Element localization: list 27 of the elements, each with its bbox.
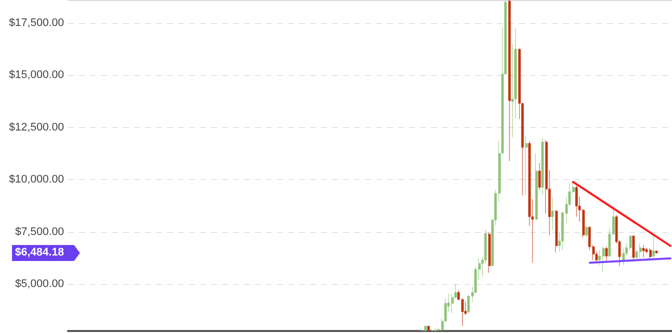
candlestick <box>538 162 541 190</box>
candlestick <box>639 243 642 259</box>
candlestick <box>555 210 558 253</box>
candlestick <box>602 246 605 272</box>
candlestick <box>652 234 655 258</box>
candlestick <box>605 246 608 262</box>
candlestick <box>585 226 588 238</box>
y-tick-label: $17,500.00 <box>8 16 64 29</box>
y-tick-label: $5,000.00 <box>15 278 64 290</box>
candlestick <box>508 0 511 162</box>
candlestick <box>424 326 427 332</box>
candlestick <box>525 136 528 196</box>
y-tick-label: $7,500.00 <box>15 226 64 238</box>
candlestick <box>427 326 430 332</box>
y-tick-label: $10,000.00 <box>8 174 64 186</box>
candlestick <box>649 248 652 260</box>
candlestick <box>488 232 491 273</box>
candlestick <box>434 327 437 332</box>
candlestick <box>535 153 538 220</box>
candlestick <box>655 250 658 254</box>
text: $6,484.18 <box>15 246 64 259</box>
candlestick <box>541 138 544 196</box>
y-tick-label: $12,500.00 <box>8 121 64 134</box>
candlestick <box>632 234 635 260</box>
y-tick-label: $15,000.00 <box>8 69 64 82</box>
candlestick <box>551 196 554 230</box>
candlestick <box>642 244 645 258</box>
